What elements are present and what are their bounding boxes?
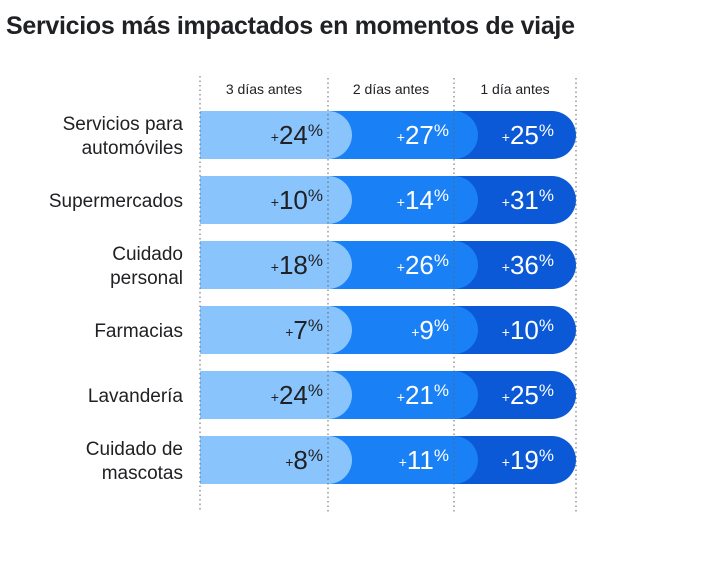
bar-segment: [454, 176, 576, 224]
bar-segment: [200, 371, 352, 419]
bar-segment: [200, 306, 352, 354]
bar-row: +24% +27% +25%: [200, 111, 576, 159]
chart-title: Servicios más impactados en momentos de …: [6, 12, 575, 40]
category-label: Servicios para: [63, 114, 184, 135]
bar-segment: [200, 436, 352, 484]
column-header: 1 día antes: [480, 81, 549, 97]
bar-segment: [200, 176, 352, 224]
category-label: mascotas: [102, 463, 183, 484]
bar-segment: [328, 241, 478, 289]
category-label: personal: [110, 268, 183, 289]
column-header: 2 días antes: [353, 81, 429, 97]
category-label: Farmacias: [94, 321, 183, 342]
bar-segment: [454, 436, 576, 484]
bar-segment: [454, 371, 576, 419]
bar-segment: [454, 111, 576, 159]
data-label: +31%: [502, 185, 554, 215]
bar-segment: [328, 371, 478, 419]
bar-row: +8% +11% +19%: [200, 436, 576, 484]
bar-segment: [454, 306, 576, 354]
bar-segment: [454, 241, 576, 289]
category-label: Lavandería: [88, 386, 184, 407]
data-label: +24%: [271, 120, 323, 150]
data-label: +27%: [397, 120, 449, 150]
bar-segment: [328, 176, 478, 224]
data-label: +25%: [502, 120, 554, 150]
data-label: +10%: [502, 315, 554, 345]
category-label: automóviles: [82, 138, 183, 159]
data-label: +14%: [397, 185, 449, 215]
data-label: +19%: [502, 445, 554, 475]
data-label: +36%: [502, 250, 554, 280]
data-label: +24%: [271, 380, 323, 410]
data-label: +8%: [285, 445, 323, 475]
category-label: Cuidado: [112, 244, 183, 265]
category-label: Cuidado de: [86, 439, 183, 460]
data-label: +9%: [411, 315, 449, 345]
data-label: +25%: [502, 380, 554, 410]
bar-segment: [200, 241, 352, 289]
data-label: +21%: [397, 380, 449, 410]
bar-row: +18% +26% +36%: [200, 241, 576, 289]
data-label: +26%: [397, 250, 449, 280]
data-label: +11%: [399, 445, 449, 475]
data-label: +7%: [285, 315, 323, 345]
bar-row: +7% +9% +10%: [200, 306, 576, 354]
bar-segment: [328, 111, 478, 159]
bar-segment: [328, 306, 478, 354]
bar-row: +24% +21% +25%: [200, 371, 576, 419]
bar-segment: [328, 436, 478, 484]
bar-row: +10% +14% +31%: [200, 176, 576, 224]
data-label: +10%: [271, 185, 323, 215]
bar-segment: [200, 111, 352, 159]
category-label: Supermercados: [49, 191, 183, 212]
column-header: 3 días antes: [226, 81, 302, 97]
data-label: +18%: [271, 250, 323, 280]
